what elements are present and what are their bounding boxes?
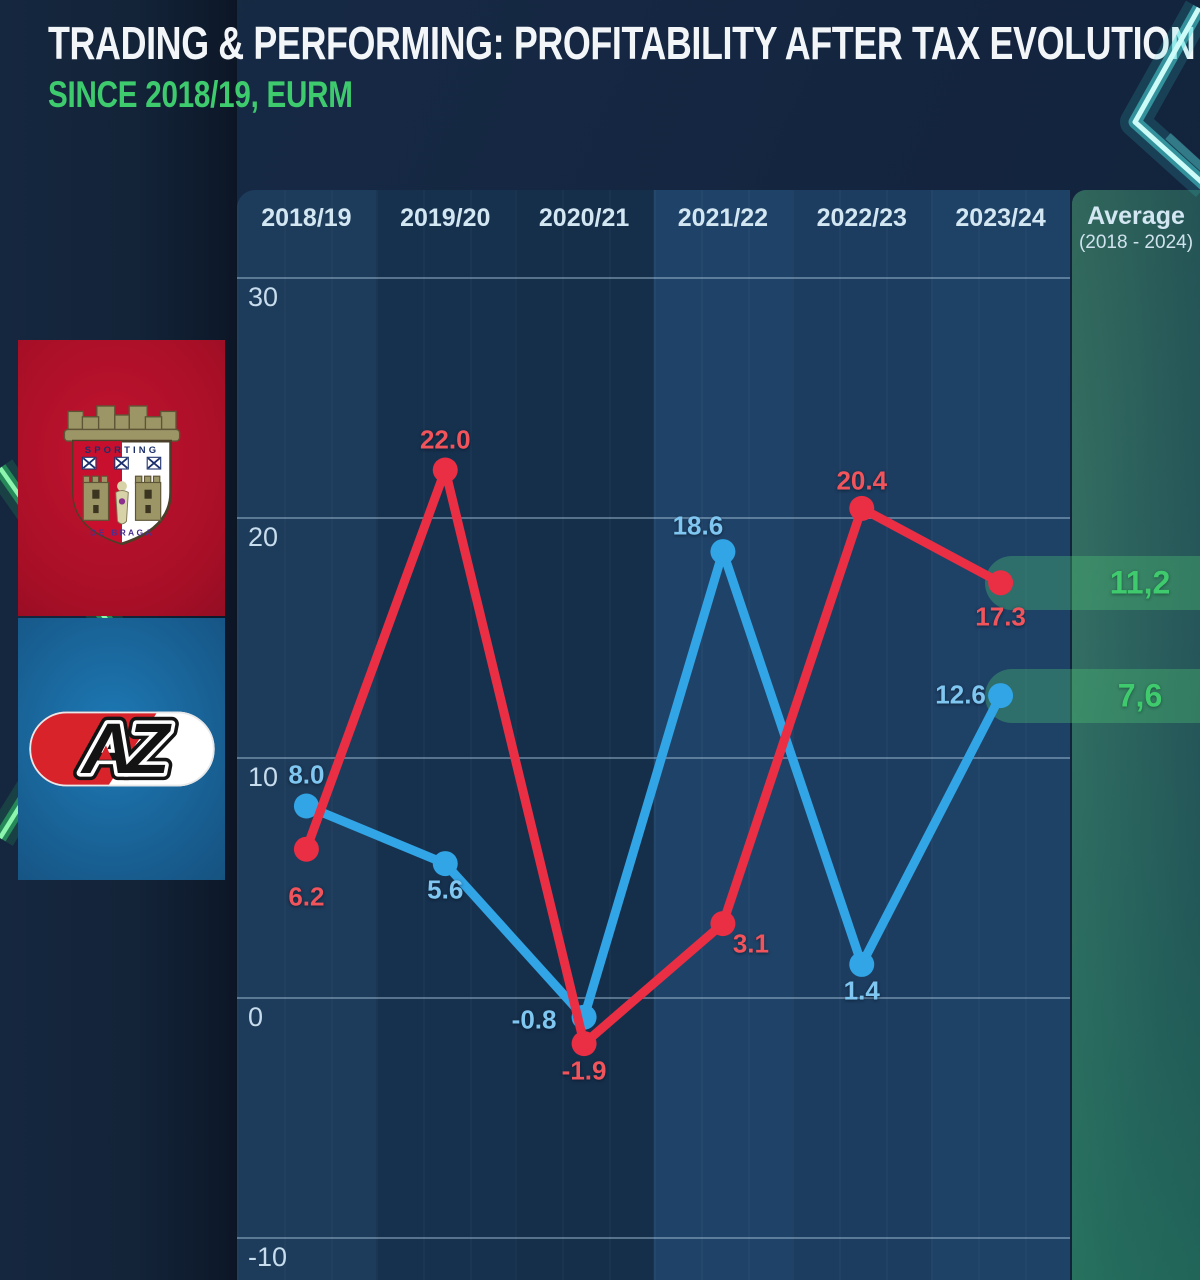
az-logo-panel: AZ AZ AZ [18, 618, 225, 880]
y-axis-label: 20 [248, 522, 279, 552]
data-point-label: 3.1 [732, 928, 769, 959]
data-point-label: 1.4 [843, 975, 880, 1006]
season-header: 2020/21 [538, 204, 630, 232]
chart-column [931, 190, 1070, 1280]
y-axis-label: -10 [248, 1242, 288, 1272]
gridline [237, 997, 1070, 999]
average-column-title: Average [1087, 202, 1185, 230]
season-header: 2019/20 [400, 204, 491, 232]
page-title: TRADING & PERFORMING: PROFITABILITY AFTE… [48, 17, 1196, 69]
page-subtitle: SINCE 2018/19, EURM [48, 74, 353, 115]
data-point-label: 12.6 [935, 679, 986, 710]
data-point-label: 22.0 [419, 424, 471, 455]
y-axis-label: 10 [248, 762, 279, 792]
svg-text:AZ: AZ [79, 709, 171, 789]
data-point-label: -0.8 [511, 1004, 557, 1035]
gridline [237, 517, 1070, 519]
y-axis-label: 0 [248, 1002, 264, 1032]
data-point-label: 20.4 [836, 465, 888, 496]
data-point-label: -1.9 [561, 1055, 607, 1086]
y-axis-label: 30 [248, 282, 279, 312]
data-point-label: 8.0 [288, 759, 325, 790]
average-value: 7,6 [1117, 677, 1163, 714]
data-point-label: 18.6 [672, 510, 724, 541]
chart-column [514, 190, 654, 1280]
data-point-label: 5.6 [427, 874, 464, 905]
chart-column [237, 190, 376, 1280]
average-highlight-band [985, 555, 1200, 610]
chart-column [653, 190, 793, 1280]
data-point-label: 6.2 [288, 881, 325, 912]
gridline [237, 277, 1070, 279]
season-header: 2023/24 [955, 204, 1046, 232]
gridline [237, 757, 1070, 759]
season-header: 2021/22 [677, 204, 769, 232]
average-column: Average (2018 - 2024) [1072, 190, 1200, 1280]
az-logo-icon: AZ AZ AZ [28, 704, 215, 794]
svg-text:SPORTING: SPORTING [84, 445, 159, 456]
season-header: 2022/23 [816, 204, 907, 232]
chart-area [237, 190, 1070, 1280]
chart-column [375, 190, 515, 1280]
svg-text:DE BRAGA: DE BRAGA [90, 528, 154, 538]
average-column-range: (2018 - 2024) [1078, 232, 1194, 253]
chart-column [792, 190, 932, 1280]
braga-crest-icon: SPORTING [63, 405, 180, 546]
season-header: 2018/19 [261, 204, 352, 232]
data-point-label: 17.3 [975, 601, 1026, 632]
braga-logo-panel: SPORTING [18, 340, 225, 616]
average-highlight-band [985, 668, 1200, 723]
average-value: 11,2 [1109, 564, 1171, 601]
gridline [237, 1237, 1070, 1239]
